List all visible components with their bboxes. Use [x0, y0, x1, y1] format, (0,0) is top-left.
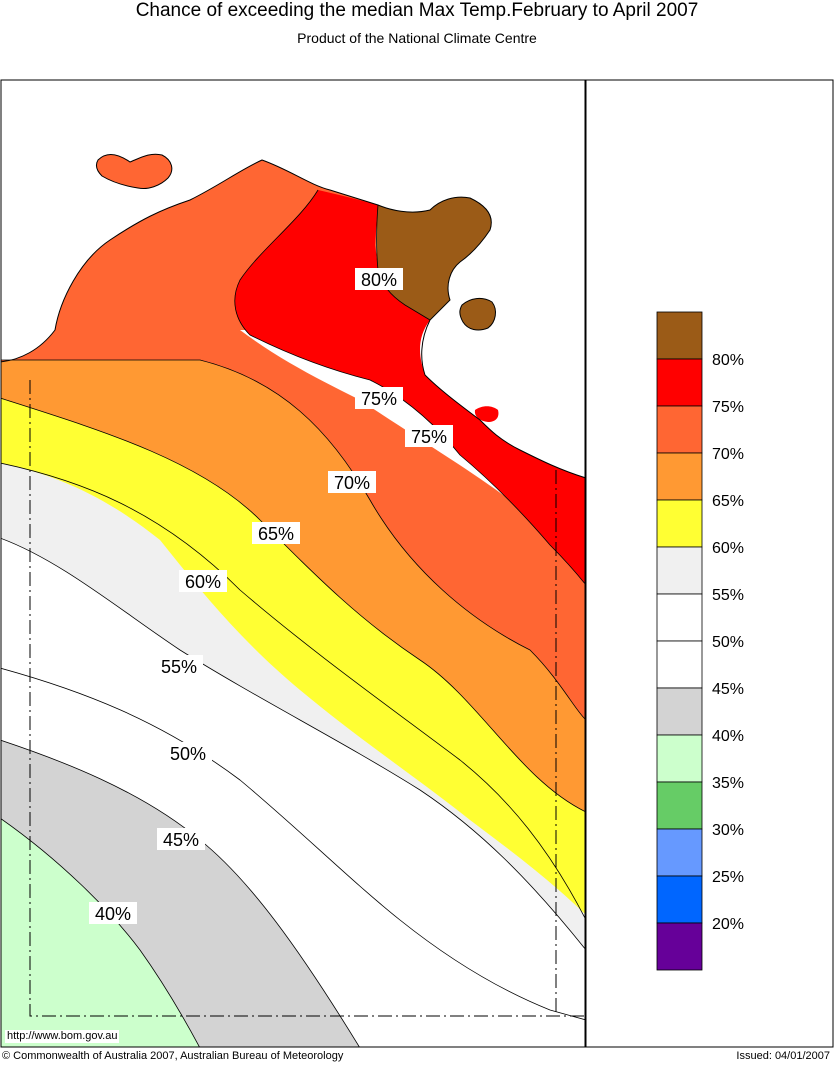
copyright-notice: © Commonwealth of Australia 2007, Austra…	[2, 1050, 344, 1062]
contour-65	[1, 397, 585, 812]
contour-50	[1, 667, 585, 1021]
band-80-plus	[376, 197, 492, 320]
island-east-outline	[459, 297, 496, 331]
legend-label: 30%	[712, 822, 744, 839]
legend-swatch	[656, 734, 703, 783]
contour-label-65: 65%	[258, 524, 294, 544]
map-subtitle: Product of the National Climate Centre	[297, 30, 537, 46]
legend-frame	[585, 79, 834, 1048]
legend-label: 70%	[712, 446, 744, 463]
band-35-40	[1, 818, 200, 1047]
website-url: http://www.bom.gov.au	[5, 1030, 120, 1043]
band-60-65	[1, 398, 585, 915]
map-area	[1, 80, 585, 1047]
legend-label: 25%	[712, 869, 744, 886]
island-melville-outline	[95, 153, 173, 189]
legend-swatch	[656, 640, 703, 689]
legend-label: 75%	[712, 399, 744, 416]
contour-label-45: 45%	[163, 830, 199, 850]
band-75-80	[234, 190, 585, 584]
contour-40	[1, 818, 200, 1047]
contour-label-60: 60%	[185, 572, 221, 592]
legend-swatch	[656, 828, 703, 877]
contour-label-75b: 75%	[411, 427, 447, 447]
contour-label-80: 80%	[361, 270, 397, 290]
contour-70	[1, 359, 585, 720]
legend-swatch	[656, 358, 703, 407]
contour-60	[1, 462, 585, 919]
legend-label: 50%	[712, 634, 744, 651]
legend-label: 65%	[712, 493, 744, 510]
island-east	[459, 298, 496, 330]
contour-label-70: 70%	[334, 473, 370, 493]
island-red	[474, 406, 499, 422]
legend-label: 35%	[712, 775, 744, 792]
legend-swatch	[656, 781, 703, 830]
legend-label: 40%	[712, 728, 744, 745]
legend-swatch	[656, 687, 703, 736]
legend-swatch	[656, 593, 703, 642]
contour-75	[234, 189, 585, 585]
contour-label-50: 50%	[170, 744, 206, 764]
map-title: Chance of exceeding the median Max Temp.…	[135, 0, 699, 21]
region-boundary	[29, 380, 585, 1017]
legend-label: 60%	[712, 540, 744, 557]
band-70-75	[1, 160, 585, 719]
legend-label: 80%	[712, 352, 744, 369]
legend-swatch	[656, 499, 703, 548]
island-melville	[96, 154, 172, 189]
contour-label-40: 40%	[95, 904, 131, 924]
legend-swatch	[656, 452, 703, 501]
contour-55	[1, 537, 585, 950]
contour-label-75a: 75%	[361, 389, 397, 409]
issued-date: Issued: 04/01/2007	[736, 1050, 830, 1062]
legend-swatch	[656, 405, 703, 454]
map-frame	[0, 79, 586, 1048]
coastline	[1, 159, 585, 479]
contour-label-55: 55%	[161, 657, 197, 677]
legend-label: 45%	[712, 681, 744, 698]
legend-swatch	[656, 546, 703, 595]
legend-label: 20%	[712, 916, 744, 933]
contour-label-group: 80% 75% 75% 70% 65% 60% 55% 50% 45% 40%	[89, 268, 453, 924]
legend: 80% 75% 70% 65% 60% 55% 50% 45% 40% 35% 30% 25% 20%	[656, 311, 744, 971]
legend-swatch	[656, 875, 703, 924]
legend-swatch	[656, 311, 703, 360]
legend-label: 55%	[712, 587, 744, 604]
legend-swatch	[656, 922, 703, 971]
